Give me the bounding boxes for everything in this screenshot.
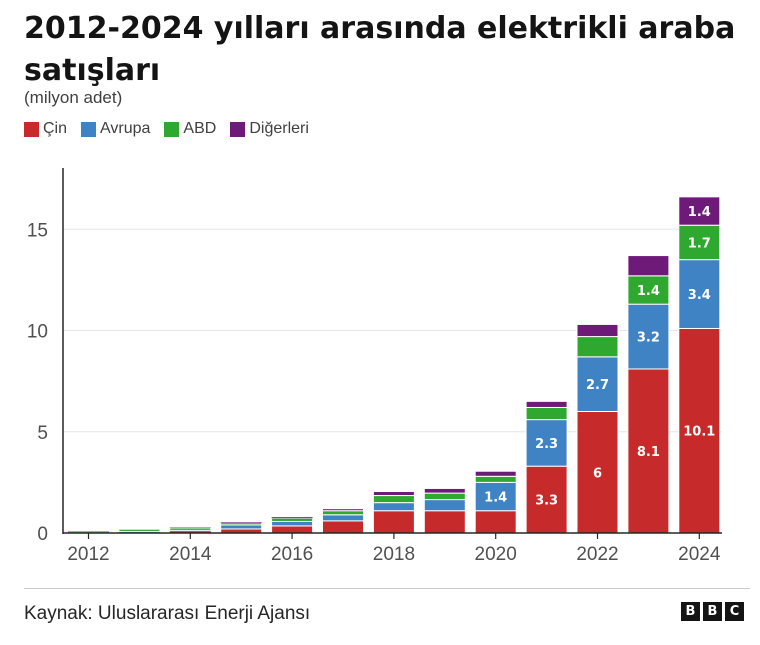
bar-segment-cin (322, 520, 364, 534)
legend-item-abd: ABD (164, 120, 216, 138)
bar-segment-avrupa (322, 514, 364, 522)
x-tick-label: 2018 (373, 544, 415, 565)
bar-segment-avrupa (169, 530, 211, 532)
stacked-bar-chart: 0 5 10 15 1.4 3.3 2.3 6 2.7 8.1 3.2 1.4 10.1 3.4 1.7 1.… (27, 168, 722, 565)
legend: Çin Avrupa ABD Diğerleri (24, 120, 309, 138)
data-label: 2.7 (586, 378, 609, 393)
bar-segment-cin (576, 411, 619, 534)
legend-label-avrupa: Avrupa (100, 120, 151, 137)
bar-segment-digerleri (678, 196, 721, 226)
bar-segment-cin (423, 510, 466, 534)
data-label: 1.4 (688, 205, 711, 220)
bar-segment-abd (169, 527, 212, 531)
bar-segment-avrupa (271, 520, 314, 527)
bar-segment-digerleri (423, 487, 466, 494)
data-label: 8.1 (637, 445, 660, 460)
x-tick-label: 2014 (169, 544, 212, 565)
legend-item-digerleri: Diğerleri (230, 120, 309, 138)
data-label: 3.2 (637, 331, 660, 346)
bar-segment-abd (576, 336, 619, 358)
bar-segment-digerleri (271, 517, 313, 519)
x-tick-label: 2024 (678, 544, 721, 565)
data-label: 2.3 (535, 437, 558, 452)
footer-divider (24, 588, 750, 589)
bar-segment-abd (271, 517, 314, 522)
bar-segment-abd (525, 406, 568, 421)
bar-segment-avrupa (576, 356, 619, 412)
bar-segment-cin (627, 368, 670, 534)
bbc-logo-letter: B (681, 602, 700, 621)
bar-segment-avrupa (118, 531, 160, 533)
y-tick-label: 15 (27, 220, 48, 241)
y-tick-label: 5 (37, 423, 48, 444)
bar-segment-avrupa (474, 481, 517, 512)
bar-segment-digerleri (627, 255, 670, 277)
bar-segment-avrupa (525, 419, 568, 467)
bar-segment-avrupa (372, 502, 415, 512)
bar-segment-avrupa (423, 499, 466, 512)
data-label: 10.1 (683, 425, 715, 440)
bbc-logo-letter: B (703, 602, 722, 621)
legend-swatch-cin (24, 121, 39, 137)
bar-segment-abd (474, 475, 517, 483)
legend-label-digerleri: Diğerleri (249, 120, 309, 137)
bar-segment-avrupa (220, 524, 263, 530)
bar-segment-abd (220, 522, 263, 526)
data-label: 6 (593, 466, 602, 481)
bar-segment-cin (525, 465, 568, 534)
legend-label-cin: Çin (43, 120, 68, 137)
bar-segment-digerleri (576, 323, 619, 338)
bar-segment-cin (271, 525, 314, 534)
bar-segment-digerleri (525, 400, 568, 408)
source-note: Kaynak: Uluslararası Enerji Ajansı (24, 603, 311, 624)
data-label: 3.3 (535, 494, 558, 509)
bar-segment-abd (118, 529, 161, 533)
data-label: 1.7 (688, 236, 711, 251)
x-tick-label: 2022 (576, 544, 618, 565)
data-label: 1.4 (637, 284, 660, 299)
y-tick-label: 0 (37, 524, 48, 545)
bar-segment-cin (372, 510, 415, 534)
bar-segment-abd (678, 224, 721, 261)
bbc-logo: B B C (681, 602, 744, 621)
bar-segment-abd (423, 492, 466, 501)
y-tick-label: 10 (27, 322, 48, 343)
data-label: 3.4 (688, 288, 711, 303)
bar-segment-cin (678, 327, 721, 534)
bar-segment-abd (322, 510, 364, 516)
data-label: 1.4 (484, 491, 507, 506)
chart-subtitle: (milyon adet) (24, 88, 123, 107)
legend-item-avrupa: Avrupa (81, 120, 150, 138)
bar-segment-digerleri (322, 508, 364, 512)
x-tick-label: 2020 (475, 544, 517, 565)
bar-segment-abd (372, 495, 415, 504)
chart-title: 2012-2024 yılları arasında elektrikli ar… (24, 11, 736, 88)
legend-swatch-digerleri (230, 121, 246, 137)
bar-segment-digerleri (474, 470, 517, 477)
bar-segment-avrupa (678, 259, 721, 329)
bar-segment-cin (474, 510, 517, 534)
legend-label-abd: ABD (183, 120, 217, 137)
bar-segment-digerleri (372, 490, 415, 497)
bar-segment-digerleri (220, 522, 262, 523)
legend-item-cin: Çin (24, 120, 67, 138)
legend-swatch-avrupa (81, 121, 97, 137)
legend-swatch-abd (164, 121, 180, 137)
bbc-logo-letter: C (725, 602, 744, 621)
bar-segment-abd (68, 531, 109, 533)
x-tick-label: 2012 (67, 544, 109, 565)
x-tick-label: 2016 (271, 544, 313, 565)
